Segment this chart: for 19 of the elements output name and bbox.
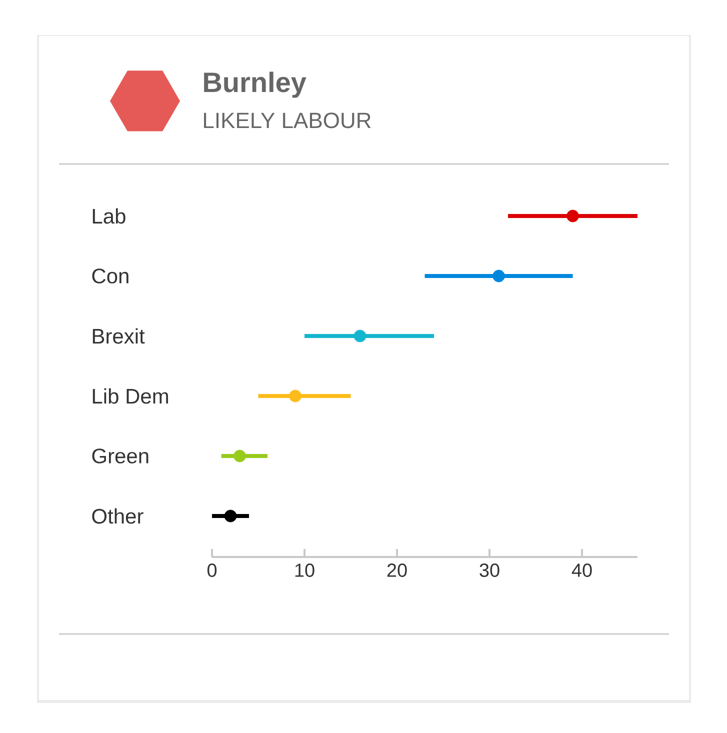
point bbox=[289, 390, 302, 402]
y-tick-label: Green bbox=[92, 448, 148, 464]
x-tick-label: 20 bbox=[387, 564, 407, 577]
y-tick-label: Lib Dem bbox=[92, 388, 168, 404]
y-tick-label: Brexit bbox=[92, 328, 145, 344]
point bbox=[566, 210, 579, 222]
point bbox=[224, 510, 237, 522]
chart-title: Burnley bbox=[204, 72, 306, 98]
y-tick-label: Con bbox=[92, 268, 128, 284]
x-tick-label: 10 bbox=[295, 564, 314, 577]
x-tick-label: 0 bbox=[207, 564, 217, 577]
point bbox=[234, 450, 246, 462]
chart-subtitle: LIKELY LABOUR bbox=[204, 112, 371, 128]
x-tick-label: 30 bbox=[480, 564, 500, 577]
point bbox=[354, 330, 366, 342]
y-tick-label: Lab bbox=[92, 208, 126, 224]
x-tick-label: 40 bbox=[572, 564, 592, 577]
y-tick-label: Other bbox=[92, 508, 144, 524]
point bbox=[492, 270, 505, 282]
